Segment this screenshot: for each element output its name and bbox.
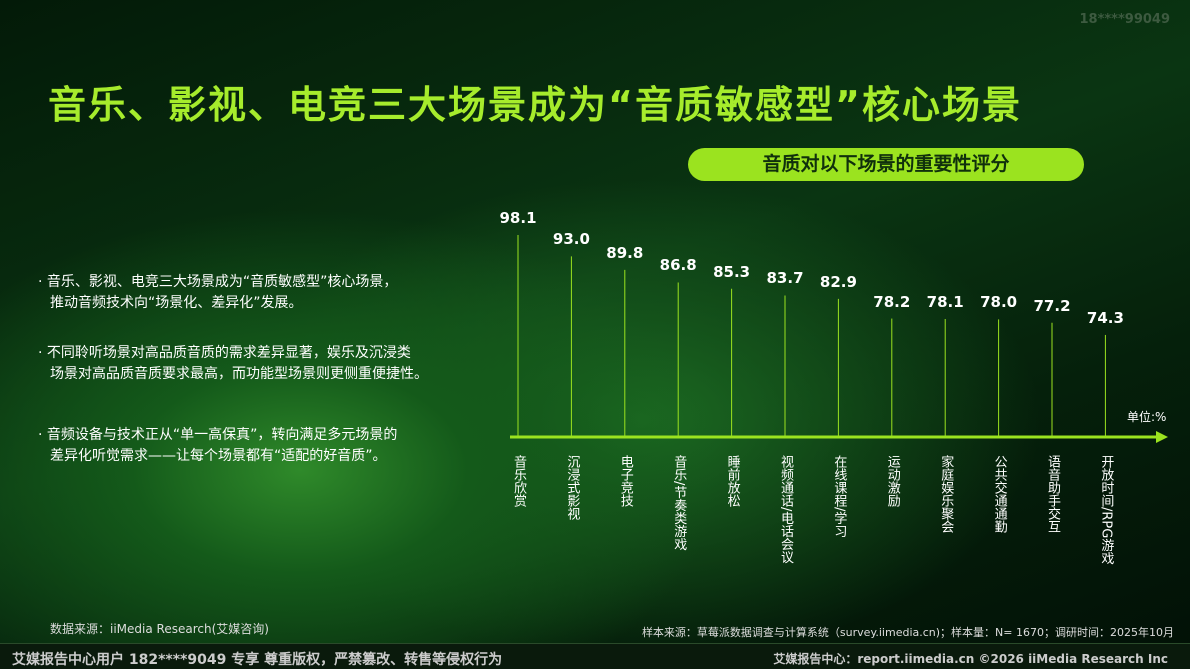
value-label: 98.1 bbox=[499, 208, 537, 227]
bullet-line: · 音乐、影视、电竞三大场景成为“音质敏感型”核心场景， bbox=[38, 274, 398, 290]
category-label: 运动激励 bbox=[884, 455, 900, 507]
bullet-line: 推动音频技术向“场景化、差异化”发展。 bbox=[50, 295, 303, 311]
bullet-line: 场景对高品质音质要求最高，而功能型场景则更侧重便捷性。 bbox=[50, 366, 428, 382]
value-label: 78.0 bbox=[980, 293, 1018, 312]
category-label: 沉浸式影视 bbox=[564, 455, 580, 520]
value-label: 85.3 bbox=[713, 262, 751, 281]
bullet-line: · 音频设备与技术正从“单一高保真”，转向满足多元场景的 bbox=[38, 427, 398, 443]
watermark: 18****99049 bbox=[1079, 12, 1170, 27]
sample-note: 样本来源：草莓派数据调查与计算系统（survey.iimedia.cn)；样本量… bbox=[641, 626, 1174, 639]
value-label: 82.9 bbox=[819, 272, 857, 291]
footer: 艾媒报告中心用户 182****9049 专享 尊重版权，严禁篡改、转售等侵权行… bbox=[0, 643, 1190, 669]
value-label: 74.3 bbox=[1086, 308, 1124, 327]
slide-title: 音乐、影视、电竞三大场景成为“音质敏感型”核心场景 bbox=[48, 83, 1022, 127]
category-label: 语音助手交互 bbox=[1045, 455, 1060, 533]
source: 数据来源：iiMedia Research(艾媒咨询) bbox=[50, 622, 269, 636]
category-label: 电子竞技 bbox=[617, 455, 633, 507]
category-label: 公共交通通勤 bbox=[991, 455, 1007, 533]
bullet-line: 差异化听觉需求——让每个场景都有“适配的好音质”。 bbox=[50, 448, 387, 464]
value-label: 78.2 bbox=[873, 292, 911, 311]
value-label: 89.8 bbox=[606, 243, 644, 262]
value-label: 86.8 bbox=[659, 256, 697, 275]
bullet: · 不同聆听场景对高品质音质的需求差异显著，娱乐及沉浸类场景对高品质音质要求最高… bbox=[38, 343, 428, 385]
axis-arrow bbox=[1156, 431, 1168, 443]
category-label: 在线课程/学习 bbox=[831, 455, 847, 538]
value-label: 77.2 bbox=[1033, 296, 1071, 315]
bullet: · 音乐、影视、电竞三大场景成为“音质敏感型”核心场景， 推动音频技术向“场景化、… bbox=[38, 272, 397, 314]
bullet-line: · 不同聆听场景对高品质音质的需求差异显著，娱乐及沉浸类 bbox=[38, 345, 411, 361]
unit-label: 单位:% bbox=[1127, 410, 1167, 424]
footer-left: 艾媒报告中心用户 182****9049 专享 尊重版权，严禁篡改、转售等侵权行… bbox=[12, 652, 503, 668]
bullet: · 音频设备与技术正从“单一高保真”，转向满足多元场景的 差异化听觉需求——让每个… bbox=[38, 425, 397, 467]
category-label: 家庭娱乐聚会 bbox=[938, 455, 954, 533]
category-label: 音乐/节奏类游戏 bbox=[671, 455, 687, 551]
value-label: 93.0 bbox=[552, 230, 590, 249]
category-label: 音乐欣赏 bbox=[511, 455, 526, 507]
category-label: 开放时间/RPG游戏 bbox=[1098, 455, 1114, 565]
category-label: 视频通话/电话会议 bbox=[778, 455, 793, 564]
value-label: 83.7 bbox=[766, 269, 804, 288]
value-label: 78.1 bbox=[926, 292, 964, 311]
chart-title: 音质对以下场景的重要性评分 bbox=[688, 148, 1084, 181]
footer-right: 艾媒报告中心：report.iimedia.cn ©2026 iiMedia R… bbox=[773, 652, 1168, 666]
category-label: 睡前放松 bbox=[724, 455, 740, 507]
